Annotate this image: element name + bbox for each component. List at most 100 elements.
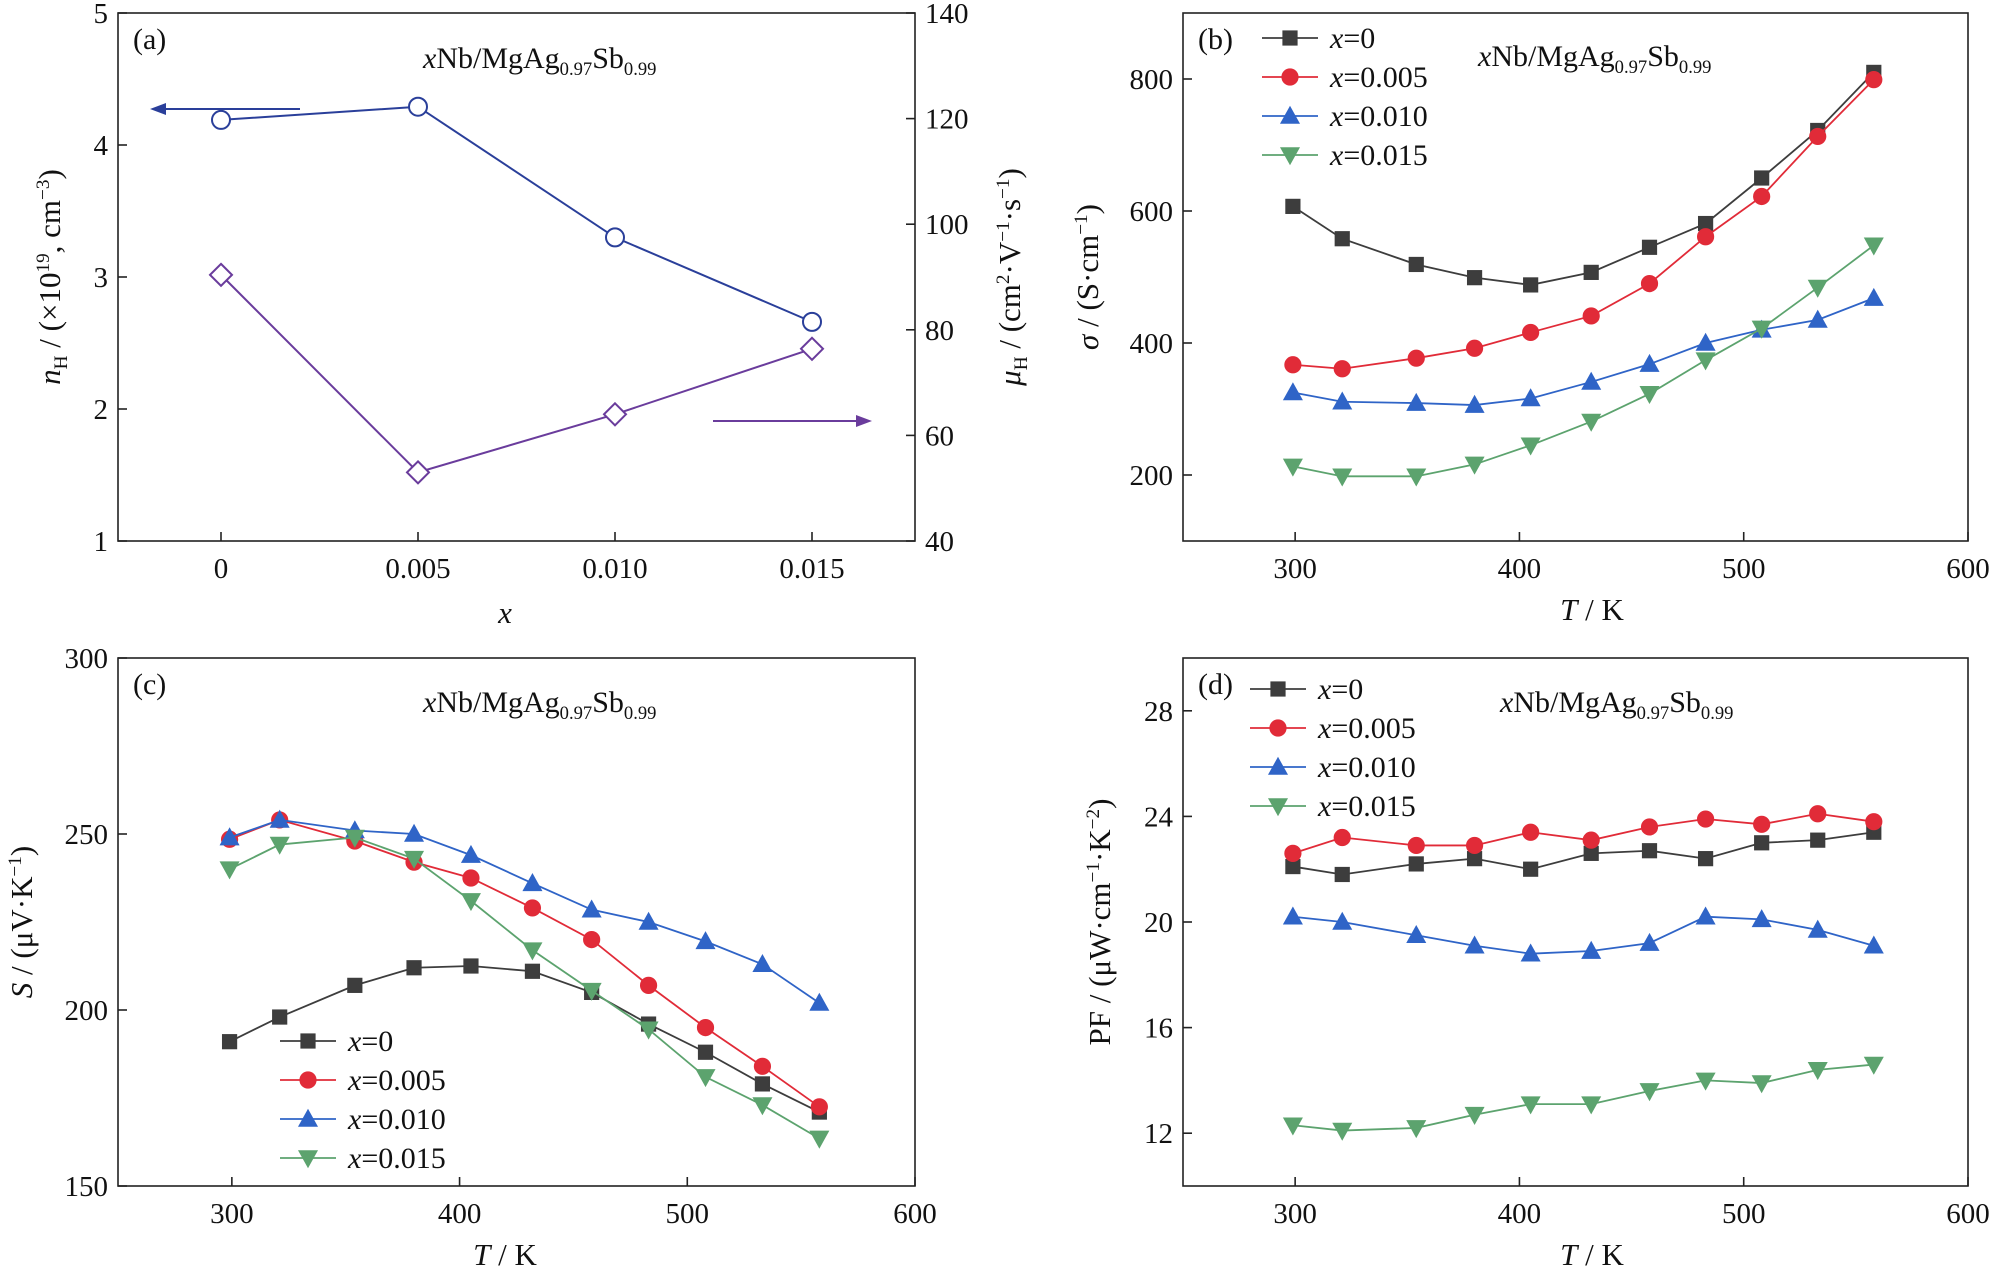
panel-label-d: (d) xyxy=(1198,668,1233,701)
y-tick-label: 16 xyxy=(1144,1013,1173,1045)
data-point xyxy=(1581,371,1602,390)
data-point xyxy=(1464,456,1485,475)
legend-label: x=0.005 xyxy=(1329,61,1428,94)
data-point xyxy=(1285,198,1301,214)
y-axis-label-d: PF / (μW·cm−1·K−2) xyxy=(1082,799,1117,1046)
data-point xyxy=(809,992,830,1011)
data-point xyxy=(1520,388,1541,407)
series-line-3 xyxy=(1292,244,1875,478)
data-point xyxy=(1809,805,1827,823)
data-point xyxy=(1465,339,1484,357)
panel-title-b: xNb/MgAg0.97Sb0.99 xyxy=(1477,40,1711,78)
data-point xyxy=(1408,856,1424,872)
data-point xyxy=(1697,851,1714,867)
y-tick-label: 300 xyxy=(65,643,109,675)
data-point xyxy=(1282,382,1303,401)
y-tick-label: 12 xyxy=(1144,1118,1173,1150)
data-point xyxy=(1522,323,1540,342)
data-point xyxy=(1581,413,1602,432)
legend-marker xyxy=(1269,719,1287,737)
series-line-nH xyxy=(220,105,813,323)
data-point xyxy=(1464,1106,1485,1125)
x-tick-label: 500 xyxy=(1722,553,1766,585)
y-axis-label-right-a: μH / (cm2·V−1·s−1) xyxy=(992,168,1032,387)
legend-marker xyxy=(297,1150,319,1169)
data-point xyxy=(1581,940,1602,959)
data-point xyxy=(1640,275,1659,293)
data-point xyxy=(1807,279,1828,298)
panel-label-a: (a) xyxy=(133,23,166,56)
data-point xyxy=(1863,1056,1884,1075)
y-tick-label: 200 xyxy=(65,995,109,1027)
data-point xyxy=(1284,356,1302,374)
data-point xyxy=(809,1130,830,1149)
x-tick-label: 600 xyxy=(1946,553,1990,585)
data-point xyxy=(404,823,425,842)
panel-title-c: xNb/MgAg0.97Sb0.99 xyxy=(422,686,656,724)
data-point xyxy=(753,1057,772,1075)
x-tick-label: 600 xyxy=(1946,1198,1990,1230)
data-point xyxy=(462,869,480,887)
legend-label: x=0.015 xyxy=(1317,790,1416,823)
x-tick-label: 400 xyxy=(1498,553,1542,585)
data-point xyxy=(1695,906,1716,925)
data-point xyxy=(1520,1096,1541,1115)
x-tick-label: 400 xyxy=(438,1198,482,1230)
data-point xyxy=(1407,836,1425,855)
x-axis-label-d: T / K xyxy=(1560,1237,1624,1269)
data-point xyxy=(1282,1117,1303,1136)
legend-marker xyxy=(300,1033,316,1049)
data-point xyxy=(1464,394,1485,413)
data-point xyxy=(1334,231,1350,247)
data-point xyxy=(1807,309,1828,328)
data-point xyxy=(221,1034,238,1050)
data-point xyxy=(1406,392,1427,411)
data-point xyxy=(1333,828,1351,847)
data-point xyxy=(810,1098,828,1116)
plot-frame-b xyxy=(1182,12,1969,542)
y-tick-label: 28 xyxy=(1144,696,1173,728)
y-tick-label: 600 xyxy=(1130,196,1174,228)
data-point-muH xyxy=(208,262,234,288)
y-left-tick-label: 5 xyxy=(94,0,109,30)
y-right-tick-label: 40 xyxy=(925,526,954,558)
legend-marker xyxy=(1281,68,1299,86)
data-point xyxy=(1332,1122,1353,1141)
legend-label: x=0.010 xyxy=(1329,100,1428,133)
data-point xyxy=(1809,127,1827,146)
data-point xyxy=(406,960,422,976)
legend-marker xyxy=(1282,30,1298,46)
y-tick-label: 400 xyxy=(1130,328,1174,360)
data-point xyxy=(1520,437,1541,456)
panel-label-c: (c) xyxy=(133,668,166,701)
data-point xyxy=(638,1021,659,1040)
panel-c: 300 400 500 600 150 200 250 300 x=0 x=0.005 x=0.01… xyxy=(4,643,937,1269)
panel-a: 0 0.005 0.010 0.015 1 2 3 4 5 40 60 80 100 120 140 (a) x… xyxy=(32,0,1032,630)
legend-marker xyxy=(1279,147,1301,166)
y-axis-label-left-a: nH / (×1019, cm−3) xyxy=(32,169,72,385)
panel-title-d: xNb/MgAg0.97Sb0.99 xyxy=(1499,686,1733,724)
legend-marker xyxy=(299,1071,317,1089)
data-point xyxy=(581,982,602,1001)
data-point xyxy=(1523,277,1539,293)
x-tick-label: 500 xyxy=(1722,1198,1766,1230)
data-point xyxy=(1466,270,1483,286)
data-point xyxy=(1406,1120,1427,1139)
x-tick-label: 300 xyxy=(1273,553,1317,585)
legend-label: x=0 xyxy=(347,1025,393,1058)
data-point-muH xyxy=(405,459,431,485)
data-point xyxy=(1754,170,1770,186)
data-point xyxy=(460,893,481,912)
data-point xyxy=(695,931,716,950)
legend-label: x=0.005 xyxy=(1317,712,1416,745)
data-point xyxy=(1751,909,1772,928)
x-tick-label: 0.005 xyxy=(385,553,450,585)
data-point xyxy=(1753,187,1771,206)
data-point xyxy=(1523,861,1539,877)
data-point xyxy=(696,1018,715,1037)
series-line-3 xyxy=(229,836,820,1140)
data-point xyxy=(1695,352,1716,371)
x-tick-label: 0 xyxy=(214,553,229,585)
data-point xyxy=(697,1044,714,1060)
